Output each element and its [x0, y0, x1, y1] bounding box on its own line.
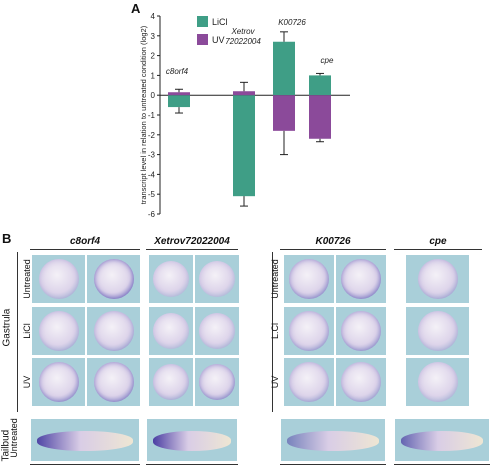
y-tick-label: 1	[151, 71, 156, 80]
embryo-tile-0-2-0	[31, 357, 86, 407]
panel-a-letter: A	[131, 1, 141, 16]
embryo-tile-0-0-0	[31, 254, 86, 304]
embryo	[199, 313, 235, 349]
embryo-tile-3-1-0	[405, 306, 470, 356]
category-label-0: c8orf4	[166, 67, 189, 76]
right-block-bracket	[272, 252, 273, 412]
panel-b-letter: B	[2, 231, 12, 246]
tailbud-embryo	[153, 431, 231, 451]
row-label-untreated-right: Untreated	[270, 259, 280, 299]
embryo-tile-1-1-1	[194, 306, 240, 356]
embryo	[199, 261, 235, 297]
bar-licl-0	[168, 95, 190, 108]
tailbud-embryo	[37, 431, 133, 451]
gastrula-bracket	[17, 252, 18, 412]
embryo	[38, 259, 79, 299]
gene-header-xetrov: Xetrov72022004	[146, 236, 238, 250]
legend-label-uv: UV	[212, 35, 225, 45]
tailbud-embryo	[401, 431, 483, 451]
y-tick-label: 0	[151, 91, 156, 100]
legend-swatch-licl	[197, 16, 208, 27]
embryo-tile-0-0-1	[86, 254, 141, 304]
gastrula-label: Gastrula	[1, 308, 13, 347]
embryo-tile-2-1-1	[335, 306, 387, 356]
y-tick-label: 4	[151, 12, 156, 21]
category-label-3: cpe	[321, 56, 334, 65]
embryo	[93, 362, 134, 402]
tailbud-tile-3	[394, 418, 490, 462]
embryo-tile-0-1-0	[31, 306, 86, 356]
row-label-tailbud-untreated: Untreated	[9, 418, 19, 458]
embryo-tile-1-1-0	[148, 306, 194, 356]
embryo	[417, 362, 458, 402]
category-label-1: 72022004	[225, 37, 261, 46]
embryo	[289, 259, 329, 299]
gene-header-k00726: K00726	[280, 236, 386, 250]
embryo-tile-1-2-1	[194, 357, 240, 407]
embryo	[341, 362, 381, 402]
y-tick-label: -6	[148, 210, 156, 219]
bar-uv-3	[309, 95, 331, 139]
category-label-2: K00726	[278, 18, 306, 27]
embryo-tile-2-0-1	[335, 254, 387, 304]
row-label-licl-right: L.Cl	[270, 323, 280, 340]
embryo-tile-2-0-0	[283, 254, 335, 304]
y-tick-label: 2	[151, 52, 156, 61]
embryo-tile-2-2-0	[283, 357, 335, 407]
embryo	[38, 311, 79, 351]
embryo-tile-1-0-1	[194, 254, 240, 304]
gene-header-c8orf4: c8orf4	[30, 236, 140, 250]
y-tick-label: 3	[151, 32, 156, 41]
embryo	[289, 311, 329, 351]
tailbud-tile-0	[30, 418, 140, 462]
y-tick-label: -2	[148, 131, 156, 140]
embryo-tile-2-1-0	[283, 306, 335, 356]
embryo-tile-3-2-0	[405, 357, 470, 407]
category-label-1: Xetrov	[230, 27, 255, 36]
embryo	[341, 259, 381, 299]
embryo	[153, 364, 189, 400]
embryo	[199, 364, 235, 400]
embryo-tile-0-2-1	[86, 357, 141, 407]
bar-uv-1	[233, 91, 255, 96]
bar-licl-1	[233, 95, 255, 197]
embryo	[341, 311, 381, 351]
embryo	[417, 311, 458, 351]
embryo	[289, 362, 329, 402]
embryo	[93, 259, 134, 299]
y-axis-label: transcript level in relation to untreate…	[139, 25, 148, 204]
embryo	[417, 259, 458, 299]
bar-licl-3	[309, 75, 331, 96]
y-tick-label: -4	[148, 170, 156, 179]
y-tick-label: -3	[148, 151, 156, 160]
tailbud-embryo	[287, 431, 379, 451]
tailbud-tile-1	[146, 418, 238, 462]
embryo-tile-0-1-1	[86, 306, 141, 356]
embryo	[93, 311, 134, 351]
row-label-uv-right: UV	[270, 375, 280, 389]
embryo-tile-3-0-0	[405, 254, 470, 304]
y-tick-label: -5	[148, 190, 156, 199]
embryo	[38, 362, 79, 402]
embryo	[153, 313, 189, 349]
bar-uv-0	[168, 92, 190, 96]
gene-header-cpe: cpe	[394, 236, 482, 250]
legend-swatch-uv	[197, 34, 208, 45]
bar-licl-2	[273, 41, 295, 96]
embryo-tile-1-2-0	[148, 357, 194, 407]
embryo-tile-1-0-0	[148, 254, 194, 304]
embryo-tile-2-2-1	[335, 357, 387, 407]
legend-label-licl: LiCl	[212, 17, 228, 27]
y-tick-label: -1	[148, 111, 156, 120]
embryo	[153, 261, 189, 297]
bar-uv-2	[273, 95, 295, 131]
tailbud-tile-2	[280, 418, 386, 462]
